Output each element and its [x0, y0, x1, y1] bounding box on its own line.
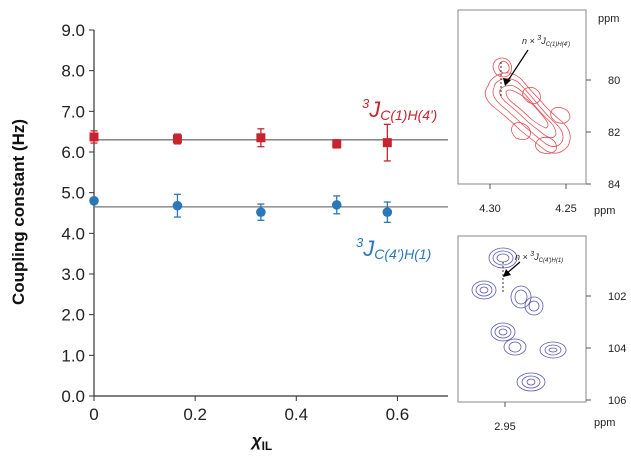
inset-top-x-ticks: 4.30 4.25	[479, 184, 577, 215]
data-point-square	[256, 133, 266, 143]
data-point-circle	[331, 200, 342, 210]
series-label-blue-sub: C(4')H(1)	[374, 246, 431, 262]
data-point-square	[89, 132, 99, 142]
series-label-red: 3JC(1)H(4')	[362, 96, 437, 123]
inset-y-tick-label: 106	[608, 395, 626, 407]
series-label-blue-base: J	[362, 236, 375, 261]
inset-top-arrow	[506, 49, 529, 83]
series-label-red-sub: C(1)H(4')	[380, 107, 437, 123]
inset-x-tick-label: 4.30	[479, 203, 500, 215]
inset-top-contours	[484, 57, 571, 154]
y-axis-label: Coupling constant (Hz)	[9, 119, 28, 305]
inset-top-spectrum: n × 3JC(1)H(4') 80 82 84 4.30 4.25 ppm ppm	[457, 9, 620, 217]
series-label-red-base: J	[368, 97, 381, 122]
x-tick-label: 0.2	[183, 405, 207, 424]
data-point-square	[382, 138, 392, 148]
inset-y-tick-label: 84	[608, 179, 620, 191]
data-point-circle	[382, 207, 393, 217]
inset-bottom-annotation: n × 3JC(4')H(1)	[515, 251, 563, 264]
inset-top-x-unit: ppm	[594, 205, 615, 217]
inset-y-tick-label: 82	[608, 127, 620, 139]
inset-bottom-annotation-base: J	[533, 252, 539, 262]
x-axis-label: χIL	[250, 431, 273, 453]
y-tick-label: 7.0	[61, 102, 85, 121]
series-label-blue-super: 3	[356, 235, 364, 250]
x-tick-label: 0	[89, 405, 98, 424]
inset-bottom-arrowhead	[503, 269, 511, 277]
inset-bottom-frame	[457, 235, 587, 403]
inset-top-annotation: n × 3JC(1)H(4')	[522, 35, 570, 48]
inset-top-annotation-super: 3	[537, 35, 541, 42]
y-tick-group: 0.0 1.0 2.0 3.0 4.0 5.0 6.0 7.0 8.0 9.0	[61, 21, 94, 406]
y-tick-label: 1.0	[61, 346, 85, 365]
inset-top-annotation-prefix: n ×	[522, 36, 535, 46]
inset-y-tick-label: 80	[608, 75, 620, 87]
series-label-blue: 3JC(4')H(1)	[356, 235, 431, 262]
y-tick-label: 3.0	[61, 265, 85, 284]
x-tick-label: 0.6	[386, 405, 410, 424]
inset-top-annotation-sub: C(1)H(4')	[546, 42, 570, 48]
inset-bottom-annotation-sub: C(4')H(1)	[539, 258, 563, 264]
x-tick-group: 0 0.2 0.4 0.6	[89, 396, 409, 424]
main-plot: 0.0 1.0 2.0 3.0 4.0 5.0 6.0 7.0 8.0 9.0 0 0.2 0.4 0.…	[9, 21, 448, 453]
inset-top-frame	[457, 9, 587, 185]
mean-line-group	[94, 139, 448, 208]
inset-top-arrowhead	[503, 78, 511, 86]
y-tick-label: 5.0	[61, 184, 85, 203]
data-point-group	[89, 123, 393, 224]
inset-x-tick-label: 4.25	[555, 203, 576, 215]
inset-y-tick-label: 104	[608, 343, 626, 355]
inset-bottom-contours	[471, 247, 567, 392]
y-tick-label: 0.0	[61, 387, 85, 406]
inset-bottom-spectrum: n × 3JC(4')H(1) 102 104 106 2.95 ppm	[457, 235, 626, 433]
y-tick-label: 6.0	[61, 143, 85, 162]
x-axis-label-main: χ	[250, 431, 263, 450]
inset-top-y-ticks: 80 82 84	[586, 75, 620, 191]
inset-x-tick-label: 2.95	[494, 421, 515, 433]
data-point-circle	[172, 200, 183, 211]
y-tick-label: 9.0	[61, 21, 85, 40]
y-tick-label: 8.0	[61, 62, 85, 81]
inset-bottom-annotation-prefix: n ×	[515, 252, 528, 262]
data-point-square	[172, 134, 182, 144]
y-tick-label: 2.0	[61, 306, 85, 325]
inset-bottom-annotation-super: 3	[530, 251, 534, 258]
x-tick-label: 0.4	[284, 405, 308, 424]
inset-bottom-y-ticks: 102 104 106	[586, 291, 626, 407]
inset-bottom-x-ticks: 2.95	[494, 402, 516, 433]
inset-top-annotation-base: J	[540, 36, 546, 46]
inset-top-y-unit: ppm	[598, 13, 619, 25]
series-label-red-super: 3	[362, 96, 370, 111]
inset-bottom-x-unit: ppm	[594, 417, 615, 429]
data-point-circle	[89, 196, 99, 206]
inset-y-tick-label: 102	[608, 291, 626, 303]
y-tick-label: 4.0	[61, 224, 85, 243]
data-point-square	[332, 139, 342, 149]
x-axis-label-sub: IL	[262, 439, 273, 453]
data-point-circle	[256, 207, 266, 217]
